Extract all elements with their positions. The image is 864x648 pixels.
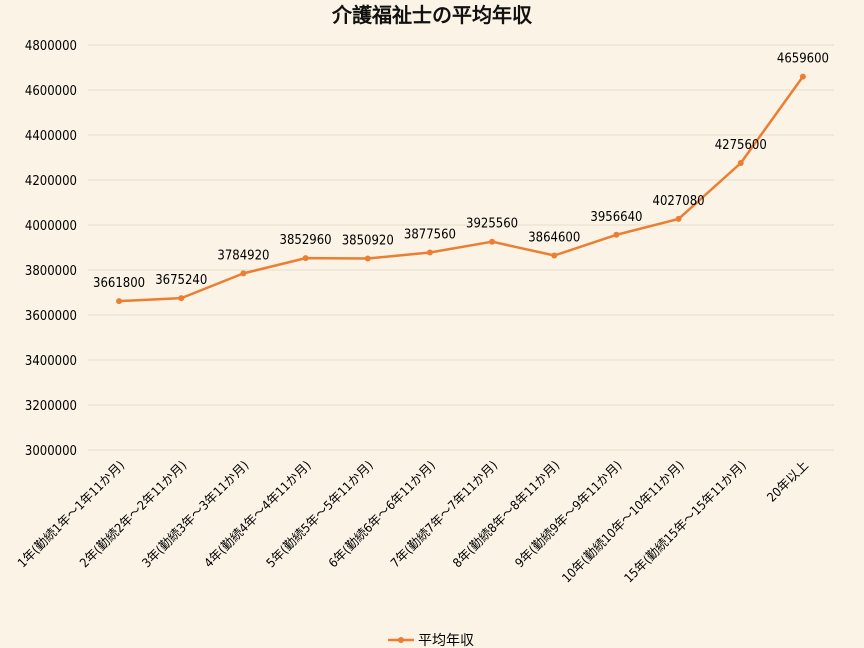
data-label: 3956640 — [590, 210, 642, 225]
data-label: 4027080 — [653, 194, 705, 209]
x-tick-label: 9年(勤続9年～9年11か月) — [512, 458, 625, 571]
y-tick-label: 3000000 — [25, 444, 77, 459]
x-tick-label: 1年(勤続1年～1年11か月) — [14, 458, 127, 571]
y-tick-label: 4600000 — [25, 84, 77, 99]
x-tick-label: 7年(勤続7年～7年11か月) — [387, 458, 500, 571]
x-tick-label: 3年(勤続3年～3年11か月) — [139, 458, 252, 571]
y-tick-label: 4800000 — [25, 39, 77, 54]
legend-entry-label: 平均年収 — [418, 633, 474, 648]
data-point[interactable] — [426, 249, 433, 256]
data-point[interactable] — [116, 298, 123, 305]
data-point[interactable] — [799, 73, 806, 80]
data-point[interactable] — [240, 270, 247, 277]
data-label: 4275600 — [715, 138, 767, 153]
gridlines — [88, 44, 834, 451]
y-tick-label: 3600000 — [25, 309, 77, 324]
series-line — [119, 75, 804, 303]
data-point[interactable] — [675, 215, 682, 222]
y-tick-label: 4200000 — [25, 174, 77, 189]
data-point[interactable] — [613, 231, 620, 238]
data-labels: 3661800 3675240 3784920 3852960 3850920 38775… — [93, 52, 829, 292]
x-tick-label: 15年(勤続15年～15年11か月) — [621, 458, 749, 586]
data-point[interactable] — [737, 159, 744, 166]
data-point[interactable] — [364, 255, 371, 262]
data-point[interactable] — [178, 295, 185, 302]
data-label: 4659600 — [777, 52, 829, 67]
data-label: 3661800 — [93, 276, 145, 291]
x-tick-label: 4年(勤続4年～4年11か月) — [201, 458, 314, 571]
y-axis-tick-labels: 3000000 3200000 3400000 3600000 3800000 40000… — [25, 39, 77, 459]
data-point[interactable] — [302, 255, 309, 262]
y-tick-label: 3400000 — [25, 354, 77, 369]
x-tick-label: 20年以上 — [764, 458, 811, 505]
data-label: 3852960 — [280, 233, 332, 248]
data-point[interactable] — [551, 252, 558, 259]
x-tick-label: 8年(勤続8年～8年11か月) — [450, 458, 563, 571]
x-tick-label: 10年(勤続10年～10年11か月) — [559, 458, 687, 586]
data-label: 3925560 — [466, 217, 518, 232]
legend[interactable]: 平均年収 — [388, 633, 474, 648]
y-tick-label: 4400000 — [25, 129, 77, 144]
x-tick-label: 5年(勤続5年～5年11か月) — [263, 458, 376, 571]
data-point[interactable] — [489, 238, 496, 245]
series-layer — [116, 73, 806, 305]
data-label: 3784920 — [217, 248, 269, 263]
data-label: 3850920 — [342, 234, 394, 249]
x-tick-label: 2年(勤続2年～2年11か月) — [77, 458, 190, 571]
data-label: 3877560 — [404, 228, 456, 243]
data-label: 3675240 — [155, 273, 207, 288]
x-axis-tick-labels: 1年(勤続1年～1年11か月)2年(勤続2年～2年11か月)3年(勤続3年～3年… — [14, 458, 811, 586]
chart-title: 介護福祉士の平均年収 — [331, 3, 533, 27]
y-tick-label: 3800000 — [25, 264, 77, 279]
x-tick-label: 6年(勤続6年～6年11か月) — [325, 458, 438, 571]
y-tick-label: 3200000 — [25, 399, 77, 414]
y-tick-label: 4000000 — [25, 219, 77, 234]
legend-marker-swatch — [398, 637, 404, 643]
data-label: 3864600 — [528, 230, 580, 245]
